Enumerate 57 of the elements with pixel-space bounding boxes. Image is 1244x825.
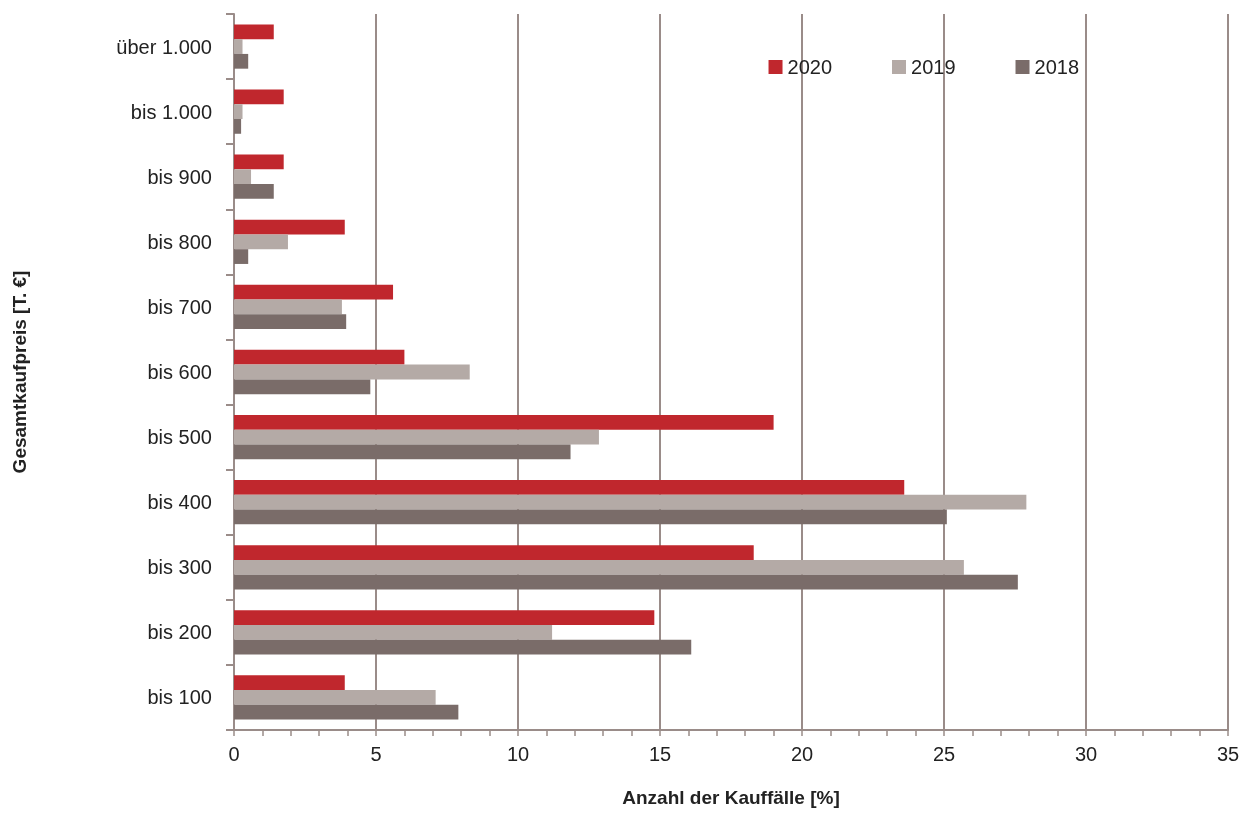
bar: [234, 379, 371, 395]
bar: [234, 509, 947, 525]
bar: [234, 314, 347, 330]
x-tick-label: 30: [1074, 743, 1098, 765]
bar: [234, 184, 274, 199]
y-tick-label: bis 400: [147, 491, 212, 514]
y-tick-label: über 1.000: [116, 35, 212, 58]
bar: [234, 219, 345, 235]
bar: [234, 284, 394, 300]
bar: [234, 574, 1018, 590]
x-tick-label: 35: [1216, 743, 1240, 765]
x-axis-title: Anzahl der Kauffälle [%]: [622, 787, 840, 808]
x-tick-label: 15: [648, 743, 672, 765]
bar: [234, 690, 436, 705]
y-tick-label: bis 300: [147, 556, 212, 579]
bar: [234, 494, 1027, 510]
bar: [234, 364, 470, 380]
x-tick-label: 10: [506, 743, 530, 765]
bar: [234, 249, 249, 264]
y-axis-title: Gesamtkaufpreis [T. €]: [9, 270, 30, 474]
y-tick-label: bis 1.000: [130, 100, 212, 123]
bar: [234, 24, 274, 40]
x-tick-label: 20: [790, 743, 814, 765]
bar: [234, 675, 345, 691]
bar: [234, 119, 242, 134]
bar: [234, 89, 284, 105]
bar: [234, 545, 754, 560]
bar: [234, 704, 459, 720]
legend-label: 2019: [911, 56, 956, 78]
y-tick-label: bis 200: [147, 621, 212, 644]
y-tick-label: bis 600: [147, 361, 212, 383]
x-tick-label: 5: [370, 743, 382, 765]
bar: [234, 414, 774, 430]
legend-label: 2018: [1034, 56, 1080, 78]
bar: [234, 154, 284, 170]
bar: [234, 429, 599, 445]
y-tick-label: bis 100: [147, 686, 212, 709]
bar: [234, 234, 288, 250]
bar: [234, 610, 655, 625]
x-tick-label: 25: [932, 743, 956, 765]
y-tick-label: bis 700: [147, 295, 212, 318]
bar: [234, 349, 405, 365]
bar: [234, 104, 243, 120]
x-tick-label: 0: [228, 743, 240, 765]
bar: [234, 480, 905, 495]
legend-label: 2020: [787, 56, 833, 78]
bar: [234, 169, 252, 185]
bar: [234, 639, 692, 655]
y-tick-label: bis 500: [147, 426, 212, 449]
bar: [234, 299, 342, 315]
bar: [234, 624, 553, 640]
y-tick-label: bis 800: [147, 230, 212, 253]
bar: [234, 53, 249, 69]
bar: [234, 444, 571, 460]
bar: [234, 39, 243, 54]
y-tick-label: bis 900: [147, 165, 212, 188]
bar: [234, 559, 964, 575]
